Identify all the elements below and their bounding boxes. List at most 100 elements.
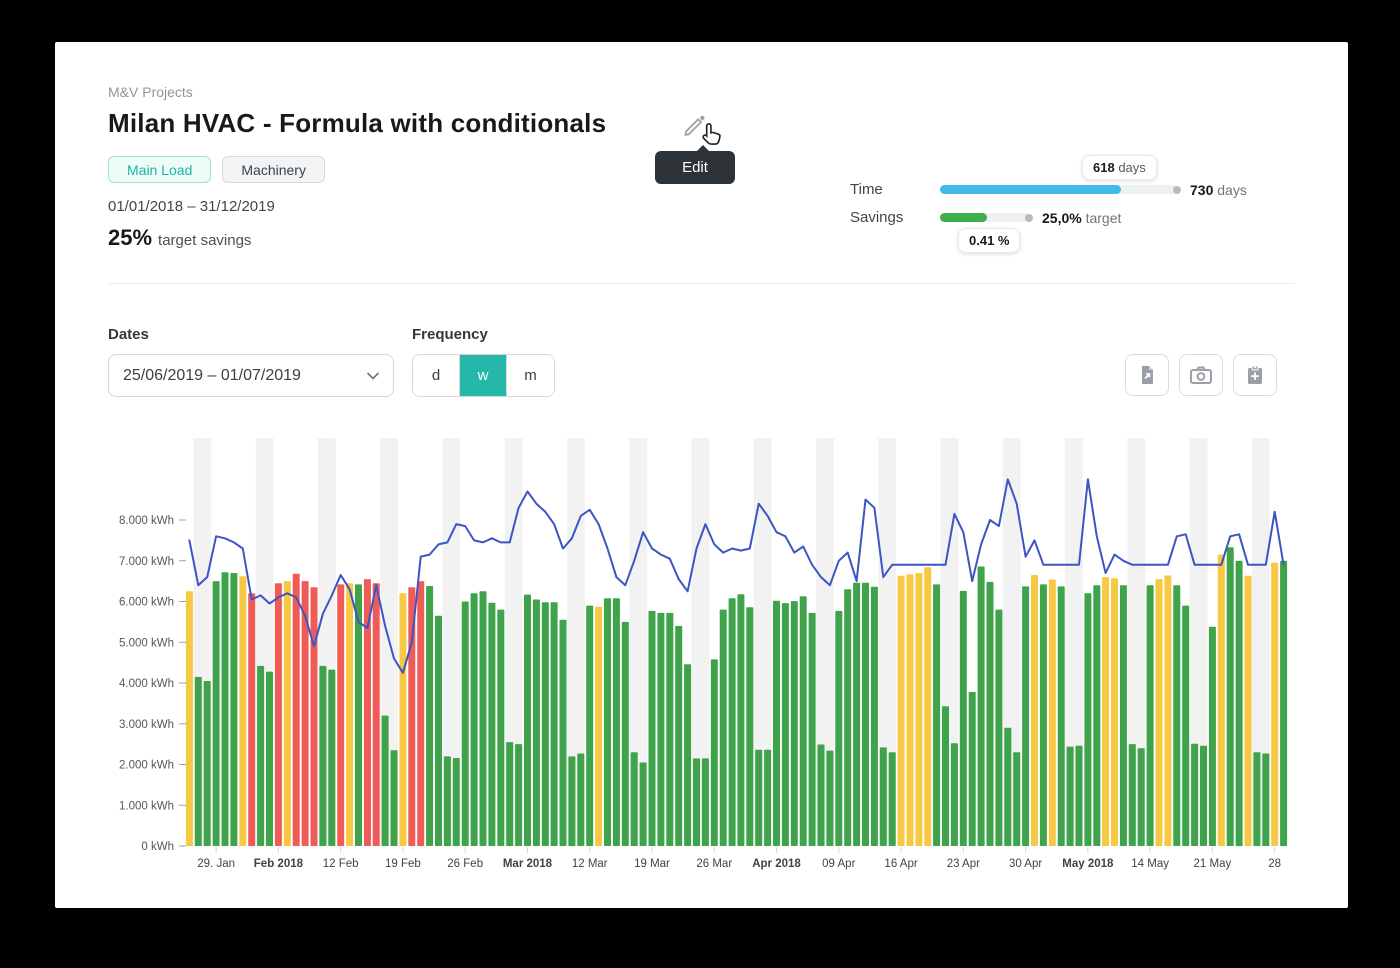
bar[interactable] [435, 615, 442, 846]
bar[interactable] [577, 753, 585, 847]
bar[interactable] [986, 581, 994, 846]
bar[interactable] [942, 706, 949, 846]
bar[interactable] [292, 573, 300, 846]
bar[interactable] [399, 593, 407, 846]
bar[interactable] [532, 599, 540, 847]
bar[interactable] [550, 602, 558, 846]
bar[interactable] [950, 743, 958, 846]
bar[interactable] [381, 715, 389, 846]
bar[interactable] [1146, 585, 1154, 846]
bar[interactable] [194, 676, 202, 846]
bar[interactable] [755, 749, 763, 846]
bar[interactable] [1191, 743, 1199, 846]
bar[interactable] [666, 612, 674, 846]
bar[interactable] [1093, 585, 1101, 846]
bar[interactable] [604, 598, 611, 846]
bar[interactable] [1048, 579, 1056, 847]
bar[interactable] [443, 756, 451, 847]
bar[interactable] [746, 607, 754, 846]
bar[interactable] [915, 573, 923, 846]
bar[interactable] [1244, 575, 1252, 846]
export-document-button[interactable] [1125, 354, 1169, 396]
bar[interactable] [497, 609, 505, 846]
bar[interactable] [862, 582, 869, 846]
bar[interactable] [346, 583, 354, 846]
bar[interactable] [506, 742, 514, 846]
bar[interactable] [693, 758, 700, 846]
bar[interactable] [1084, 593, 1092, 846]
bar[interactable] [488, 602, 496, 846]
bar[interactable] [319, 665, 327, 846]
bar[interactable] [1200, 745, 1207, 846]
bar[interactable] [888, 752, 896, 846]
bar[interactable] [995, 609, 1003, 846]
bar[interactable] [790, 601, 798, 846]
bar[interactable] [363, 579, 371, 846]
bar[interactable] [959, 590, 967, 846]
bar[interactable] [817, 744, 825, 847]
bar[interactable] [1075, 745, 1083, 846]
baseline-line[interactable] [188, 478, 1285, 674]
bar[interactable] [568, 756, 576, 847]
bar[interactable] [684, 664, 692, 846]
bar[interactable] [426, 586, 434, 846]
bar[interactable] [710, 659, 718, 846]
bar[interactable] [230, 573, 238, 846]
bar[interactable] [933, 584, 941, 846]
bar[interactable] [257, 665, 265, 846]
bar[interactable] [870, 586, 878, 846]
bar[interactable] [630, 752, 638, 846]
bar[interactable] [212, 581, 220, 846]
bar[interactable] [1102, 577, 1110, 846]
breadcrumb[interactable]: M&V Projects [108, 84, 193, 100]
bar[interactable] [764, 749, 772, 846]
bar[interactable] [452, 758, 460, 846]
bar[interactable] [1253, 752, 1261, 846]
bar[interactable] [1137, 748, 1145, 846]
bar[interactable] [470, 593, 478, 846]
bar[interactable] [1031, 575, 1038, 846]
bar[interactable] [621, 621, 629, 846]
frequency-option-d[interactable]: d [413, 355, 460, 396]
bar[interactable] [781, 603, 789, 846]
bar[interactable] [274, 583, 282, 846]
bar[interactable] [906, 574, 914, 846]
bar[interactable] [924, 567, 932, 846]
bar[interactable] [737, 594, 745, 846]
bar[interactable] [1022, 586, 1030, 846]
bar[interactable] [390, 750, 398, 846]
bar[interactable] [612, 598, 620, 846]
bar[interactable] [1004, 727, 1012, 846]
bar[interactable] [479, 591, 487, 846]
bar[interactable] [826, 750, 834, 846]
bar[interactable] [853, 582, 861, 846]
bar[interactable] [559, 619, 567, 846]
bar[interactable] [328, 669, 336, 846]
bar[interactable] [372, 583, 380, 846]
frequency-option-w[interactable]: w [460, 355, 507, 396]
bar[interactable] [675, 625, 683, 846]
bar[interactable] [301, 581, 309, 846]
bar[interactable] [844, 589, 852, 846]
bar[interactable] [968, 692, 976, 846]
bar[interactable] [310, 587, 318, 846]
bar[interactable] [355, 584, 362, 846]
bar[interactable] [879, 747, 887, 846]
bar[interactable] [1155, 579, 1163, 846]
bar[interactable] [541, 602, 549, 846]
bar[interactable] [773, 600, 780, 846]
bar[interactable] [728, 598, 736, 846]
bar[interactable] [1217, 554, 1225, 846]
bar[interactable] [1226, 547, 1234, 846]
bar[interactable] [1013, 752, 1021, 846]
edit-pencil-icon[interactable] [682, 112, 708, 138]
bar[interactable] [1173, 585, 1181, 846]
bar[interactable] [203, 681, 211, 846]
bar[interactable] [1182, 605, 1190, 846]
bar[interactable] [221, 572, 229, 846]
bar[interactable] [515, 744, 523, 846]
bar[interactable] [657, 612, 665, 846]
bar[interactable] [1111, 578, 1118, 846]
bar[interactable] [1039, 584, 1047, 846]
bar[interactable] [648, 610, 656, 846]
